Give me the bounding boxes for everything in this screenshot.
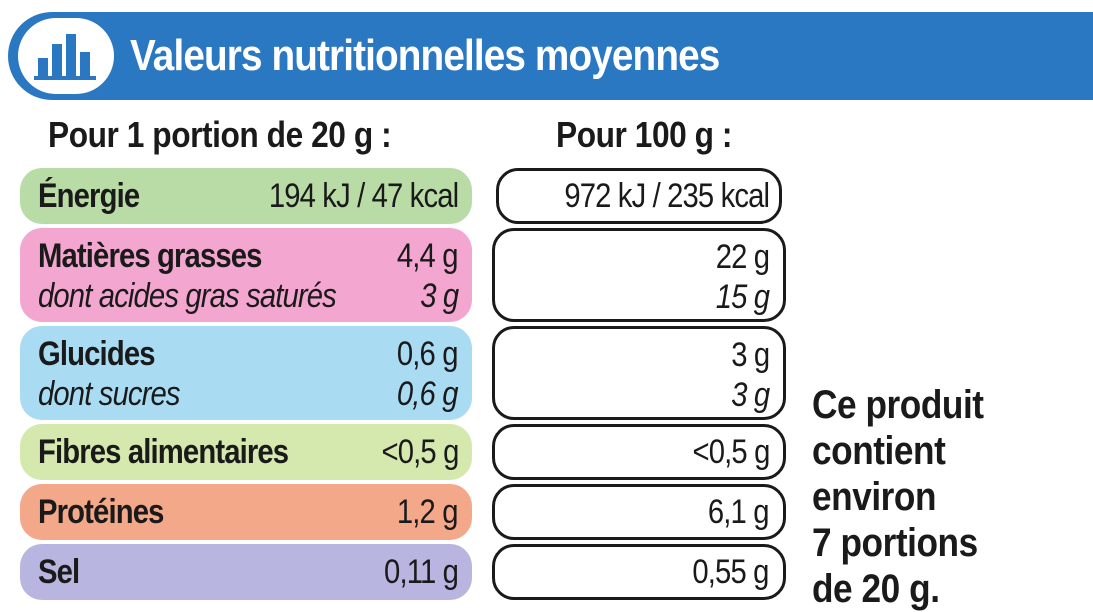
satures-label: dont acides gras saturés [38,277,337,315]
proteines-label: Protéines [38,493,164,531]
column-header-portion: Pour 1 portion de 20 g : [48,114,392,155]
note-line-2: contient [812,429,946,473]
energie-label: Énergie [38,177,140,215]
note-line-5: de 20 g. [812,567,940,611]
glucides-portion-value: 0,6 g [397,335,459,373]
page-title: Valeurs nutritionnelles moyennes [130,31,720,80]
column-header-per100: Pour 100 g : [556,114,733,155]
sel-portion-value: 0,11 g [384,553,459,591]
sel-label: Sel [38,553,80,591]
bar-chart-icon [18,18,114,94]
energie-per100-box: 972 kJ / 235 kcal [496,168,782,224]
sel-per100-box: 0,55 g [492,544,786,600]
fibres-per100-box: <0,5 g [492,424,786,480]
satures-per100-value: 15 g [715,278,770,316]
energie-per100-value: 972 kJ / 235 kcal [564,177,770,215]
note-line-4: 7 portions [812,521,978,565]
portions-note: Ce produit contient environ 7 portions d… [812,382,1041,612]
glucides-per100-value: 3 g [730,336,770,374]
sel-per100-value: 0,55 g [692,553,770,591]
satures-portion-value: 3 g [419,277,459,315]
sucres-per100-value: 3 g [730,376,770,414]
grasses-portion-value: 4,4 g [397,237,459,275]
row-sel: Sel 0,11 g [20,544,472,600]
proteines-per100-box: 6,1 g [492,484,786,540]
glucides-per100-box: 3 g 3 g [492,326,786,420]
grasses-label: Matières grasses [38,237,262,275]
proteines-per100-value: 6,1 g [708,493,770,531]
energie-portion-value: 194 kJ / 47 kcal [268,177,459,215]
note-line-1: Ce produit [812,383,984,427]
row-matieres-grasses: Matières grasses 4,4 g dont acides gras … [20,228,472,322]
fibres-label: Fibres alimentaires [38,433,289,471]
row-fibres: Fibres alimentaires <0,5 g [20,424,472,480]
grasses-per100-value: 22 g [715,238,770,276]
sucres-portion-value: 0,6 g [397,375,459,413]
glucides-label: Glucides [38,335,155,373]
sucres-label: dont sucres [38,375,181,413]
row-glucides: Glucides 0,6 g dont sucres 0,6 g [20,326,472,420]
note-line-3: environ [812,475,937,519]
fibres-per100-value: <0,5 g [692,433,770,471]
title-banner: Valeurs nutritionnelles moyennes [8,12,1093,100]
fibres-portion-value: <0,5 g [381,433,459,471]
grasses-per100-box: 22 g 15 g [492,228,786,322]
row-proteines: Protéines 1,2 g [20,484,472,540]
proteines-portion-value: 1,2 g [397,493,459,531]
row-energie: Énergie 194 kJ / 47 kcal [20,168,472,224]
